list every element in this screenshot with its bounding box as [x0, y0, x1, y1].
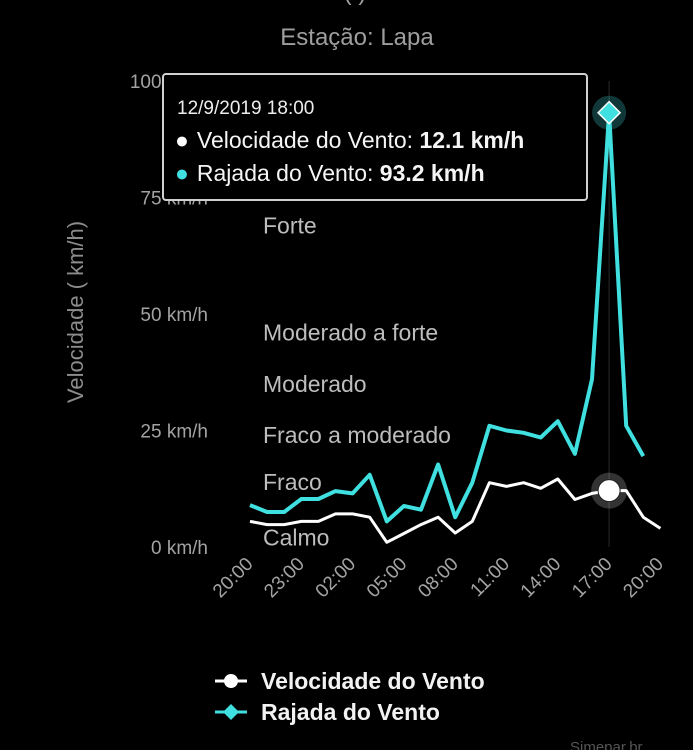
credit-text: Simepar.br	[570, 739, 643, 750]
x-tick-label: 11:00	[467, 554, 514, 601]
band-label: Fraco a moderado	[263, 422, 451, 448]
band-label: Forte	[263, 212, 317, 238]
legend-item-gust[interactable]: Rajada do Vento	[215, 699, 440, 725]
chart-title-partial: ( )	[344, 0, 367, 6]
wind-highlight-marker	[597, 479, 621, 503]
y-tick-label: 50 km/h	[140, 305, 208, 326]
x-tick-label: 02:00	[312, 554, 360, 602]
x-axis-ticks: 20:00 23:00 02:00 05:00 08:00 11:00 14:00 17:00…	[209, 554, 668, 602]
x-tick-label: 05:00	[363, 554, 411, 602]
y-axis-label: Velocidade ( km/h)	[63, 221, 88, 403]
legend-circle-icon	[224, 674, 238, 688]
tooltip-bullet-gust: ●	[175, 160, 189, 186]
tooltip-value-gust: 93.2 km/h	[380, 160, 485, 186]
legend-label-gust: Rajada do Vento	[261, 699, 440, 725]
tooltip-row-gust: ● Rajada do Vento: 93.2 km/h	[175, 160, 485, 186]
station-subtitle: Estação: Lapa	[280, 24, 434, 51]
x-tick-label: 20:00	[209, 554, 257, 602]
legend-item-wind[interactable]: Velocidade do Vento	[215, 668, 485, 694]
tooltip-box	[162, 73, 588, 201]
wind-speed-line	[249, 477, 662, 544]
data-series	[249, 95, 662, 544]
x-tick-label: 20:00	[619, 554, 667, 602]
band-label: Calmo	[263, 525, 329, 551]
x-tick-label: 08:00	[414, 554, 462, 602]
band-label: Moderado	[263, 371, 367, 397]
tooltip-bullet-wind: ●	[175, 127, 189, 153]
x-tick-label: 14:00	[517, 554, 565, 602]
band-label: Moderado a forte	[263, 320, 438, 346]
band-label: Fraco	[263, 469, 322, 495]
tooltip-label-wind: Velocidade do Vento:	[197, 127, 420, 153]
legend-label-wind: Velocidade do Vento	[261, 668, 485, 694]
x-tick-label: 17:00	[568, 554, 616, 602]
tooltip: 12/9/2019 18:00 ● Velocidade do Vento: 12…	[162, 73, 588, 201]
tooltip-row-wind: ● Velocidade do Vento: 12.1 km/h	[175, 127, 524, 153]
wind-gust-line	[249, 110, 646, 524]
tooltip-label-gust: Rajada do Vento:	[197, 160, 380, 186]
legend-diamond-icon	[223, 704, 239, 720]
y-tick-label: 0 km/h	[151, 538, 208, 559]
gust-highlight-marker	[597, 100, 622, 125]
tooltip-value-wind: 12.1 km/h	[419, 127, 524, 153]
y-tick-label: 25 km/h	[140, 422, 208, 443]
x-tick-label: 23:00	[260, 554, 308, 602]
legend: Velocidade do Vento Rajada do Vento	[215, 668, 485, 725]
tooltip-date: 12/9/2019 18:00	[177, 98, 314, 119]
wind-band-labels: Calmo Fraco Fraco a moderado Moderado Modera…	[263, 212, 451, 550]
